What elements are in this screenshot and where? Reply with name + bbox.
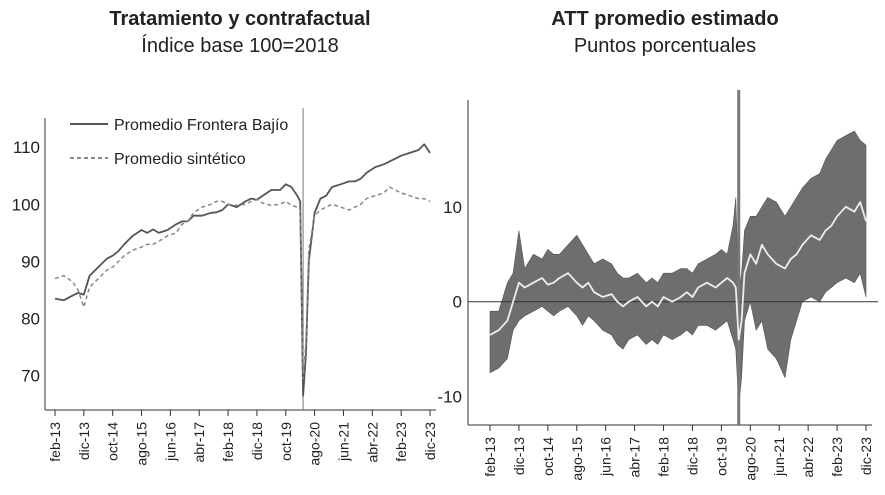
left-ytick-label: 90 [21,252,40,271]
right-plot: feb-13 dic-13 oct-14 ago-15 jun-16 abr-17 feb-… [437,90,878,481]
left-ytick-label: 80 [21,310,40,329]
left-xtick-label: ago-15 [134,422,150,466]
right-chart-title-block: ATT promedio estimado Puntos porcentuale… [455,6,875,60]
left-xtick-label: ago-20 [307,422,323,466]
left-xtick-label: oct-14 [105,422,121,461]
left-series-line-1 [54,143,431,397]
right-ytick-label: 0 [453,293,462,312]
left-xtick-label: abr-22 [364,422,380,463]
left-xtick-label: feb-18 [220,422,236,462]
right-xtick-label: dic-18 [684,437,700,475]
right-xtick-label: jun-16 [598,437,614,477]
left-xtick-label: abr-17 [191,422,207,463]
legend-label-frontera-bajio: Promedio Frontera Bajío [114,117,288,134]
right-xtick-label: abr-22 [800,437,816,478]
left-xtick-label: dic-23 [422,422,438,460]
left-legend: Promedio Frontera Bajío Promedio sintéti… [70,117,288,168]
right-xtick-label: feb-18 [656,437,672,477]
right-xtick-label: feb-23 [829,437,845,477]
right-xtick-label: oct-14 [540,437,556,476]
left-xtick-label: dic-13 [76,422,92,460]
left-xtick-label: jun-21 [335,422,351,462]
left-xtick-label: oct-19 [278,422,294,461]
right-xtick-label: jun-21 [771,437,787,477]
left-chart-title-block: Tratamiento y contrafactual Índice base … [40,6,440,60]
left-xtick-label: feb-23 [393,422,409,462]
legend-label-sintetico: Promedio sintético [114,151,246,168]
left-plot: feb-13 dic-13 oct-14 ago-15 jun-16 abr-17 feb-… [12,108,438,466]
left-chart-title: Tratamiento y contrafactual [109,8,371,30]
right-chart-subtitle: Puntos porcentuales [573,35,757,57]
right-ytick-label: 10 [443,198,462,217]
right-xtick-label: abr-17 [627,437,643,478]
left-ytick-label: 100 [12,195,40,214]
right-series-line-1 [489,201,867,341]
right-xtick-label: ago-15 [569,437,585,481]
left-xtick-label: jun-16 [162,422,178,462]
right-chart-title: ATT promedio estimado [551,8,779,30]
right-xtick-label: ago-20 [742,437,758,481]
right-xtick-label: feb-13 [482,437,498,477]
left-chart-subtitle: Índice base 100=2018 [141,35,339,57]
right-confidence-band [489,130,867,407]
left-xtick-label: feb-13 [47,422,63,462]
left-ytick-label: 110 [13,138,40,157]
right-xtick-label: oct-19 [713,437,729,476]
right-ytick-label: -10 [437,388,462,407]
right-xtick-label: dic-23 [858,437,874,475]
left-ytick-label: 70 [21,367,40,386]
right-xtick-label: dic-13 [511,437,527,475]
left-xtick-label: dic-18 [249,422,265,460]
